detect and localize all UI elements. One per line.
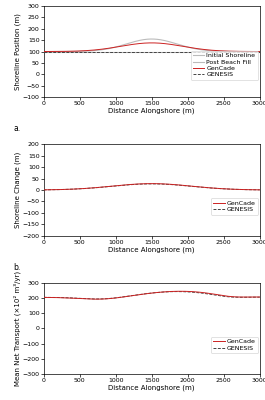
Text: b.: b.	[14, 263, 21, 272]
Legend: GenCade, GENESIS: GenCade, GENESIS	[211, 198, 258, 215]
Text: a.: a.	[14, 124, 21, 134]
Legend: Initial Shoreline, Post Beach Fill, GenCade, GENESIS: Initial Shoreline, Post Beach Fill, GenC…	[191, 50, 258, 80]
Y-axis label: Shoreline Change (m): Shoreline Change (m)	[15, 152, 21, 228]
Y-axis label: Mean Net Transport (×10² m³/yr): Mean Net Transport (×10² m³/yr)	[14, 271, 21, 386]
X-axis label: Distance Alongshore (m): Distance Alongshore (m)	[108, 246, 195, 253]
X-axis label: Distance Alongshore (m): Distance Alongshore (m)	[108, 384, 195, 391]
X-axis label: Distance Alongshore (m): Distance Alongshore (m)	[108, 108, 195, 114]
Legend: GenCade, GENESIS: GenCade, GENESIS	[211, 336, 258, 353]
Y-axis label: Shoreline Position (m): Shoreline Position (m)	[15, 13, 21, 90]
